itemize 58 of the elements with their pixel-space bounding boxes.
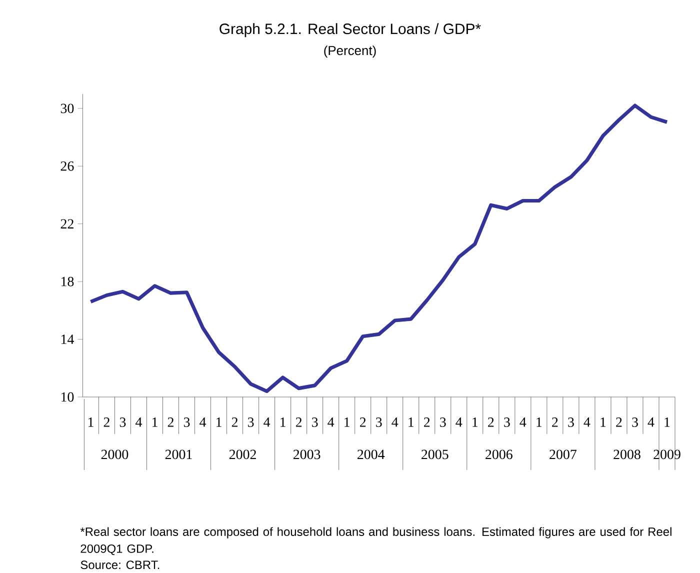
x-tick-label: 4 (136, 418, 142, 427)
chart-subtitle: (Percent) (324, 46, 376, 58)
text: 2000 (101, 450, 128, 460)
text: 2005 (422, 450, 448, 460)
x-tick-label: 1 (408, 417, 414, 427)
x-tick-label: 2 (488, 418, 494, 427)
text: 2001 (165, 450, 192, 460)
x-tick-label: 2 (104, 418, 110, 427)
x-tick-label: 3 (312, 418, 318, 427)
x-tick-label: 1 (280, 417, 286, 427)
x-tick-label: 2 (168, 418, 174, 427)
x-tick-label: 4 (584, 418, 590, 427)
x-tick-label: 1 (344, 417, 350, 427)
text: 2002 (229, 450, 256, 460)
x-tick-label: 3 (184, 418, 190, 427)
x-tick-label: 1 (152, 417, 158, 427)
x-tick-label: 4 (264, 418, 270, 427)
x-tick-label: 2 (296, 418, 302, 427)
x-tick-label: 2 (552, 418, 558, 427)
chart-title: Graph 5.2.1. Real Sector Loans / GDP* (220, 23, 481, 38)
y-tick-label: 10 (61, 392, 74, 402)
x-tick-label: 4 (392, 418, 398, 427)
x-tick-label: 4 (200, 418, 206, 427)
x-tick-label: 4 (456, 418, 462, 427)
x-tick-label: 1 (664, 417, 670, 427)
x-tick-label: 1 (88, 417, 94, 427)
text: 2008 (614, 450, 640, 460)
x-tick-label: 3 (376, 418, 382, 427)
text: 2006 (486, 450, 512, 460)
x-tick-label: 3 (440, 418, 446, 427)
y-tick-label: 18 (61, 276, 74, 286)
x-tick-label: 4 (520, 418, 526, 427)
text: 2009 (654, 450, 680, 460)
text: 2004 (358, 450, 385, 460)
x-tick-label: 4 (648, 418, 654, 427)
x-tick-label: 4 (328, 418, 334, 427)
x-tick-label: 2 (616, 418, 622, 427)
x-tick-label: 1 (216, 417, 222, 427)
x-tick-label: 3 (568, 418, 574, 427)
y-tick-label: 26 (60, 161, 74, 171)
text: 2007 (550, 450, 577, 460)
line-series (88, 104, 669, 394)
x-tick-label: 1 (536, 417, 542, 427)
y-tick-label: 30 (60, 104, 74, 114)
x-tick-label: 3 (632, 418, 638, 427)
x-tick-label: 3 (248, 418, 254, 427)
x-tick-label: 2 (360, 418, 366, 427)
text: 2003 (293, 450, 320, 460)
text: *Real sector loans are composed of household loans and business loans. Estimated figures are used for Reel 2009Q1 GDP. (80, 527, 672, 556)
x-tick-label: 3 (504, 418, 510, 427)
x-tick-label: 1 (472, 417, 478, 427)
source-note: Source: CBRT. (80, 560, 160, 570)
x-tick-label: 3 (120, 418, 126, 427)
x-tick-label: 1 (600, 417, 606, 427)
y-tick-label: 22 (60, 219, 74, 228)
y-tick-label: 14 (61, 334, 74, 344)
x-tick-label: 2 (424, 418, 430, 427)
x-tick-label: 2 (232, 418, 238, 427)
